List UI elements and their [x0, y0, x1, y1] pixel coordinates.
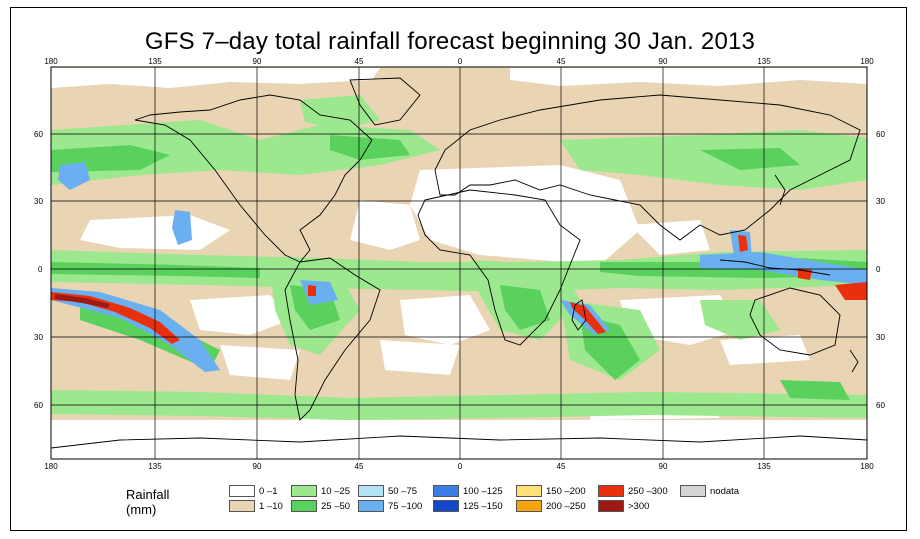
- legend-label-75-100: 75 –100: [388, 501, 423, 512]
- lon-tick-top: 180: [44, 57, 58, 66]
- legend-swatch-nodata: [680, 485, 706, 497]
- lat-tick-right: 0: [876, 265, 881, 274]
- legend-swatch-75-100: [358, 500, 384, 512]
- lat-tick-left: 60: [34, 401, 43, 410]
- lat-tick-left: 30: [34, 333, 43, 342]
- legend-label-50-75: 50 –75: [388, 486, 418, 497]
- lat-tick-left: 60: [34, 130, 43, 139]
- lon-tick-bottom: 45: [355, 462, 364, 471]
- lon-tick-bottom: 45: [557, 462, 566, 471]
- legend-label-0-1: 0 –1: [259, 486, 278, 497]
- lon-tick-bottom: 135: [148, 462, 162, 471]
- figure-frame: [10, 7, 907, 531]
- lon-tick-top: 45: [557, 57, 566, 66]
- legend-swatch-150-200: [516, 485, 542, 497]
- lon-tick-bottom: 0: [458, 462, 463, 471]
- legend-label-125-150: 125 –150: [463, 501, 503, 512]
- right-lat-ticks: 60 30 0 30 60: [876, 130, 885, 410]
- legend-swatch-25-50: [291, 500, 317, 512]
- lon-tick-top: 90: [253, 57, 262, 66]
- legend-swatch-over-300: [598, 500, 624, 512]
- lat-tick-right: 60: [876, 401, 885, 410]
- lat-tick-right: 60: [876, 130, 885, 139]
- legend-swatch-0-1: [229, 485, 255, 497]
- legend-swatch-250-300: [598, 485, 624, 497]
- legend-swatch-50-75: [358, 485, 384, 497]
- legend-label-nodata: nodata: [710, 486, 740, 497]
- lon-tick-top: 135: [757, 57, 771, 66]
- top-lon-ticks: 180 135 90 45 0 45 90 135 180: [44, 57, 874, 66]
- extreme-rain: [51, 235, 867, 344]
- lon-tick-bottom: 90: [253, 462, 262, 471]
- legend-label-25-50: 25 –50: [321, 501, 351, 512]
- left-lat-ticks: 60 30 0 30 60: [34, 130, 43, 410]
- legend-swatch-100-125: [433, 485, 459, 497]
- legend-label-10-25: 10 –25: [321, 486, 351, 497]
- legend-swatch-125-150: [433, 500, 459, 512]
- lon-tick-bottom: 135: [757, 462, 771, 471]
- lon-tick-bottom: 180: [44, 462, 58, 471]
- legend-label-over-300: >300: [628, 501, 650, 512]
- gridlines: [51, 67, 867, 459]
- legend-swatch-10-25: [291, 485, 317, 497]
- lat-tick-right: 30: [876, 197, 885, 206]
- map-border: [50, 66, 868, 460]
- rainfall-field: [51, 67, 867, 459]
- lon-tick-top: 180: [860, 57, 874, 66]
- lat-tick-right: 30: [876, 333, 885, 342]
- lon-tick-top: 0: [458, 57, 463, 66]
- map-title: GFS 7–day total rainfall forecast beginn…: [144, 28, 756, 55]
- legend-swatch-200-250: [516, 500, 542, 512]
- legend-label-250-300: 250 –300: [628, 486, 668, 497]
- lat-tick-left: 30: [34, 197, 43, 206]
- legend-label-200-250: 200 –250: [546, 501, 586, 512]
- bottom-lon-ticks: 180 135 90 45 0 45 90 135 180: [44, 462, 874, 471]
- legend-label-100-125: 100 –125: [463, 486, 503, 497]
- legend-title: Rainfall (mm): [126, 487, 170, 517]
- lon-tick-bottom: 90: [659, 462, 668, 471]
- lon-tick-bottom: 180: [860, 462, 874, 471]
- lon-tick-top: 135: [148, 57, 162, 66]
- lon-tick-top: 45: [355, 57, 364, 66]
- legend-swatch-1-10: [229, 500, 255, 512]
- lat-tick-left: 0: [38, 265, 43, 274]
- lon-tick-top: 90: [659, 57, 668, 66]
- legend-label-150-200: 150 –200: [546, 486, 586, 497]
- legend-label-1-10: 1 –10: [259, 501, 283, 512]
